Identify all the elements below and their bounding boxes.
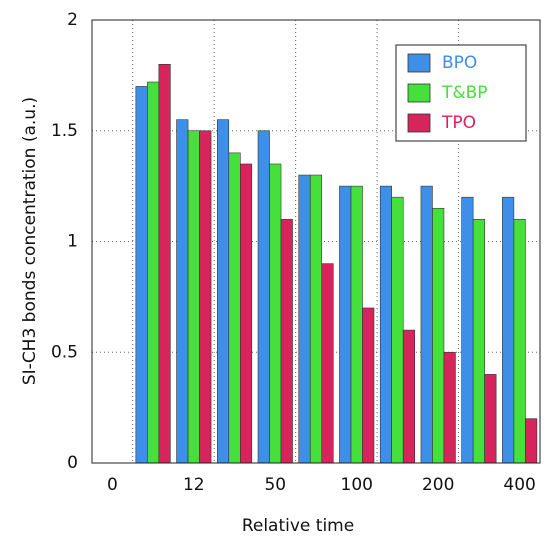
bar <box>257 130 270 464</box>
bar <box>472 219 485 464</box>
plot-frame <box>91 19 541 464</box>
bar <box>216 119 230 464</box>
bar <box>391 196 404 464</box>
bar <box>228 152 241 464</box>
x-tick-label: 12 <box>183 475 205 495</box>
bar <box>443 351 456 464</box>
x-tick-label: 400 <box>503 475 535 495</box>
bar <box>176 119 189 464</box>
bar <box>420 185 433 464</box>
bar <box>402 329 416 464</box>
y-tick-label: 1.5 <box>51 121 78 141</box>
bar <box>339 185 352 464</box>
bar <box>309 174 323 464</box>
bar <box>432 207 445 464</box>
bar <box>199 130 212 464</box>
legend-label: TPO <box>441 113 476 133</box>
legend-swatch <box>407 113 431 133</box>
y-tick-label: 0 <box>67 453 78 473</box>
x-tick-label: 0 <box>107 475 118 495</box>
bar <box>158 64 171 464</box>
bar <box>461 196 474 464</box>
x-tick-label: 50 <box>264 475 286 495</box>
bar <box>187 130 200 464</box>
bar <box>502 196 515 464</box>
bar <box>269 163 282 464</box>
y-tick-label: 0.5 <box>51 342 78 362</box>
bar <box>280 219 293 464</box>
bar <box>147 81 160 464</box>
legend-swatch <box>407 83 431 103</box>
bar <box>350 185 363 464</box>
bar <box>298 174 311 464</box>
bar <box>525 418 538 464</box>
legend-label: BPO <box>442 53 477 73</box>
x-tick-label: 200 <box>422 475 454 495</box>
y-axis-label: SI-CH3 bonds concentration (a.u.) <box>20 97 40 385</box>
y-tick-label: 2 <box>67 10 78 30</box>
bar <box>321 263 334 464</box>
bar <box>379 185 393 464</box>
bar <box>135 86 148 464</box>
bar <box>362 307 375 464</box>
bar <box>513 219 526 464</box>
x-axis-label: Relative time <box>242 516 354 536</box>
legend-swatch <box>407 53 431 73</box>
bar <box>484 374 497 464</box>
bar <box>239 163 253 464</box>
x-tick-label: 100 <box>341 475 373 495</box>
legend-label: T&BP <box>441 83 488 103</box>
y-tick-label: 1 <box>67 232 78 252</box>
